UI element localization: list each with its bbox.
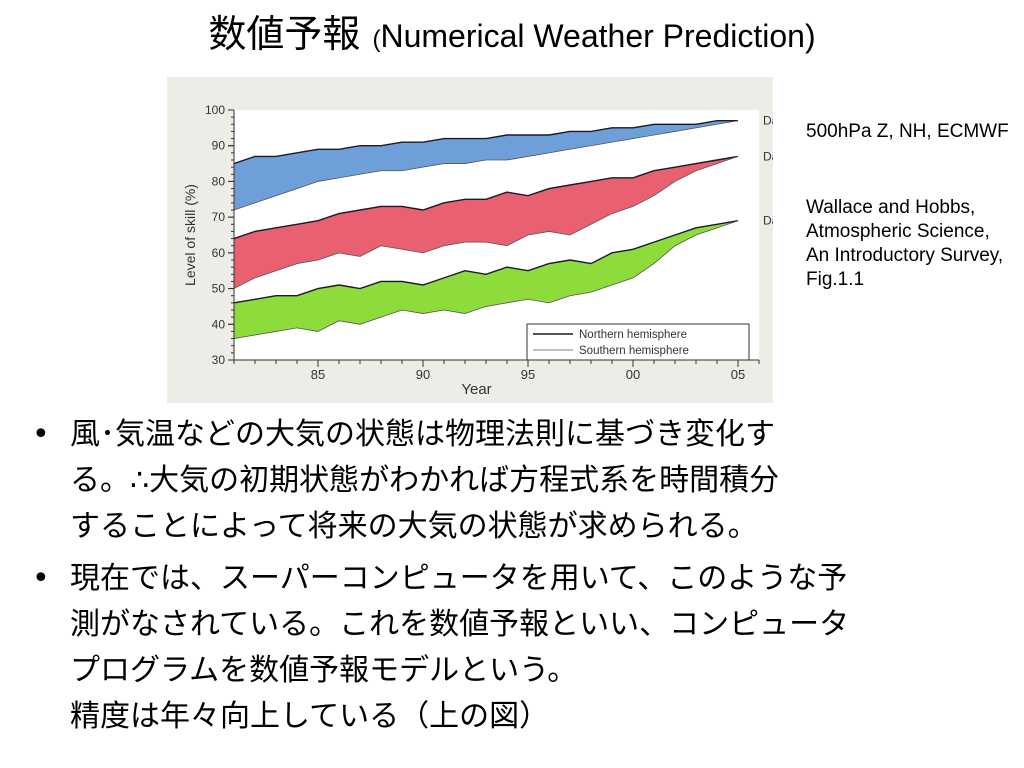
day-7-southern-line [233,220,739,339]
slide-title: 数値予報 (Numerical Weather Prediction) [0,6,1024,68]
bullet-line: プログラムを数値予報モデルという。 [70,653,578,688]
day-3-southern-line [233,120,739,211]
caption-dataset: 500hPa Z, NH, ECMWF [806,121,1009,142]
day-5-skill-band [234,156,738,289]
x-axis-label: Year [461,381,491,398]
y-axis-label: Level of skill (%) [182,184,198,286]
y-tick-label: 40 [212,317,226,331]
bullet-item: • 現在では、スーパーコンピュータを用いて、このような予 測がなされている。これ… [30,556,1005,740]
bullet-marker: • [32,417,50,452]
x-tick-label: 85 [311,367,325,382]
bullet-marker: • [32,561,50,596]
y-tick-label: 30 [212,353,226,367]
y-tick-label: 50 [212,282,226,296]
title-english: Numerical Weather Prediction) [380,18,816,54]
day-3-northern-line [233,120,738,165]
bullet-item: • 風･気温などの大気の状態は物理法則に基づき変化す る。∴大気の初期状態がわか… [30,412,1005,550]
y-tick-label: 60 [212,246,226,260]
bullet-line: 現在では、スーパーコンピュータを用いて、このような予 [70,561,848,596]
bullet-list: • 風･気温などの大気の状態は物理法則に基づき変化す る。∴大気の初期状態がわか… [30,412,1005,746]
skill-chart-figure: Day 3 Day 5 Day 7 30 40 50 60 70 80 90 100 85 90 95 00… [167,77,773,403]
x-tick-label: 00 [626,367,640,382]
x-tick-label: 05 [731,367,745,382]
caption-reference: Wallace and Hobbs, Atmospheric Science, … [806,197,1004,290]
legend-label-southern: Southern hemisphere [579,345,689,357]
y-tick-label: 70 [212,210,226,224]
title-japanese: 数値予報 [208,12,361,56]
day-3-label: Day 3 [763,114,773,128]
x-tick-label: 90 [416,367,430,382]
title-open-paren: ( [372,26,381,53]
day-5-southern-line [233,156,739,289]
day-7-skill-band [234,220,738,339]
y-tick-label: 90 [212,139,226,153]
day-7-label: Day 7 [763,214,773,228]
bullet-line: 風･気温などの大気の状態は物理法則に基づき変化す [70,417,775,452]
bullet-line: することによって将来の大気の状態が求められる。 [70,509,758,544]
day-7-northern-line [233,220,739,304]
bullet-line: 精度は年々向上している（上の図） [70,699,550,734]
y-tick-label: 80 [212,174,226,188]
day-5-northern-line [233,155,739,240]
bullet-line: 測がなされている。これを数値予報といい、コンピュータ [70,607,850,642]
x-tick-label: 95 [521,367,535,382]
y-tick-label: 100 [205,103,225,117]
skill-chart: Day 3 Day 5 Day 7 30 40 50 60 70 80 90 100 85 90 95 00… [182,103,773,398]
legend-box [526,323,750,361]
day-5-label: Day 5 [763,149,773,163]
legend-label-northern: Northern hemisphere [579,329,687,341]
bullet-line: る。∴大気の初期状態がわかれば方程式系を時間積分 [70,463,780,498]
